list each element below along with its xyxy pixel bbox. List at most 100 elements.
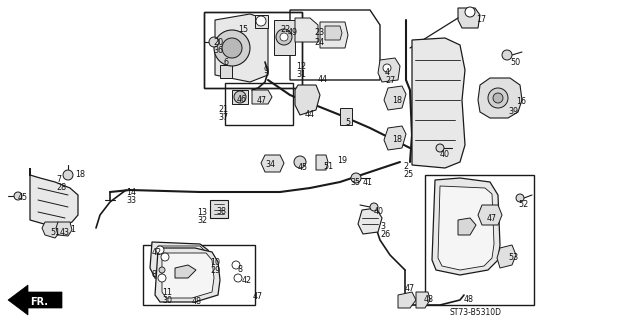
Polygon shape [8,285,62,315]
Text: 33: 33 [126,196,136,205]
Polygon shape [30,168,78,228]
Circle shape [436,144,444,152]
Polygon shape [295,85,320,115]
Text: 47: 47 [257,96,267,105]
Text: 24: 24 [314,38,324,47]
Text: 35: 35 [350,178,360,187]
Polygon shape [325,26,342,40]
Text: 7: 7 [56,175,61,184]
Polygon shape [320,22,348,48]
Polygon shape [478,78,522,118]
Text: FR.: FR. [30,297,48,307]
Text: 11: 11 [162,288,172,297]
Polygon shape [438,186,494,270]
Circle shape [294,156,306,168]
Circle shape [383,64,391,72]
Circle shape [234,91,246,103]
Circle shape [222,38,242,58]
Text: 8: 8 [238,265,243,274]
Polygon shape [274,20,295,55]
Polygon shape [210,200,228,218]
Text: 48: 48 [424,295,434,304]
Text: 5: 5 [345,118,350,127]
Text: 47: 47 [253,292,263,301]
Text: 12: 12 [296,62,306,71]
Text: 15: 15 [238,25,248,34]
Text: 45: 45 [18,193,28,202]
Text: 45: 45 [298,163,308,172]
Text: 1: 1 [70,225,75,234]
Circle shape [488,88,508,108]
Text: 51: 51 [50,228,60,237]
Polygon shape [340,108,352,125]
Circle shape [493,93,503,103]
Polygon shape [56,222,72,236]
Polygon shape [416,292,430,308]
Text: ST73-B5310D: ST73-B5310D [450,308,502,317]
Text: 41: 41 [363,178,373,187]
Text: 25: 25 [403,170,413,179]
Polygon shape [398,292,416,308]
Polygon shape [220,65,232,78]
Circle shape [156,246,164,254]
Polygon shape [497,245,516,268]
Circle shape [276,29,292,45]
Text: 40: 40 [440,150,450,159]
Text: 4: 4 [385,68,390,77]
Polygon shape [215,14,268,82]
Circle shape [209,37,219,47]
Polygon shape [255,15,268,28]
Circle shape [351,173,361,183]
Polygon shape [378,58,400,82]
Text: 53: 53 [508,253,518,262]
Text: 32: 32 [197,216,207,225]
Text: 40: 40 [374,207,384,216]
Circle shape [161,253,169,261]
Text: 27: 27 [385,76,395,85]
Text: 51: 51 [323,162,333,171]
Circle shape [159,267,165,273]
Text: 31: 31 [296,70,306,79]
Text: 16: 16 [516,97,526,106]
Circle shape [502,50,512,60]
Polygon shape [458,218,476,235]
Polygon shape [162,253,214,298]
Text: 52: 52 [518,200,528,209]
Text: 34: 34 [265,160,275,169]
Text: 44: 44 [305,110,315,119]
Text: 29: 29 [210,266,220,275]
Text: 21: 21 [218,105,228,114]
Text: 30: 30 [162,296,172,305]
Text: 18: 18 [392,135,402,144]
Text: 36: 36 [213,46,223,55]
Polygon shape [175,265,196,278]
Text: 20: 20 [213,38,223,47]
Text: 13: 13 [197,208,207,217]
Circle shape [516,194,524,202]
Text: 48: 48 [192,297,202,306]
Text: 47: 47 [405,284,415,293]
Circle shape [232,261,240,269]
Text: 14: 14 [126,188,136,197]
Polygon shape [261,155,284,172]
Text: 38: 38 [216,207,226,216]
Text: 17: 17 [476,15,486,24]
Polygon shape [150,242,212,280]
Polygon shape [432,178,500,275]
Text: 42: 42 [152,248,162,257]
Circle shape [465,7,475,17]
Text: 6: 6 [224,58,229,67]
Text: 22: 22 [280,25,290,34]
Text: 37: 37 [218,113,228,122]
Polygon shape [458,8,480,28]
Text: 23: 23 [314,28,324,37]
Text: 39: 39 [508,107,518,116]
Polygon shape [170,256,192,268]
Bar [204,12,302,88]
Polygon shape [155,248,220,302]
Text: 50: 50 [510,58,520,67]
Text: 18: 18 [392,96,402,105]
Polygon shape [478,205,502,225]
Circle shape [158,274,166,282]
Bar [143,245,255,305]
